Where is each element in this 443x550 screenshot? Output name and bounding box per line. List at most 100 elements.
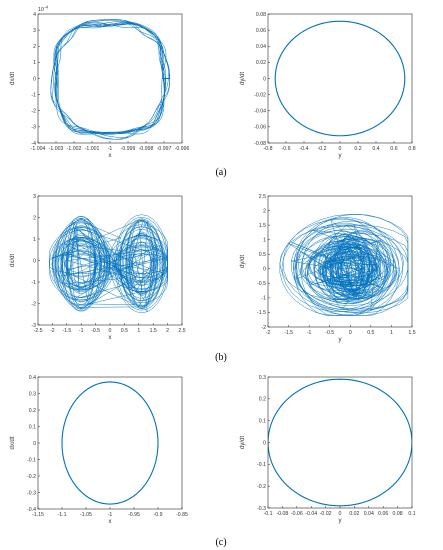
x-tick-label: 0.06 (378, 511, 388, 517)
x-axis-label: y (339, 153, 342, 159)
x-tick-label: -1.05 (80, 512, 92, 518)
x-tick-label: 1.5 (150, 328, 157, 334)
y-tick-label: -3 (31, 125, 36, 131)
y-tick-label: 0.1 (29, 424, 36, 430)
x-tick-label: 0 (109, 328, 112, 334)
x-tick-label: -0.08 (276, 511, 288, 517)
chart-panel-a-right: -0.8 -0.6 -0.4 -0.2 0 0.2 0.4 0.6 0.8 0.08 0.06 0.0… (240, 12, 416, 159)
y-tick-label: 3 (33, 28, 36, 34)
x-tick-label: 1 (137, 328, 140, 334)
chart-panel-b-left: -2.5 -2 -1.5 -1 -0.5 0 0.5 1 1.5 2 2.5 3 2 1 0 -1 -2 -3 x d… (10, 194, 186, 341)
x-tick-label: -1.003 (49, 146, 64, 152)
x-tick-label: -2 (266, 330, 271, 336)
x-tick-label: -0.5 (91, 328, 100, 334)
panel-label-a: (a) (215, 167, 226, 178)
y-tick-label: -1.5 (257, 310, 266, 316)
x-tick-label: -0.02 (320, 511, 332, 517)
x-tick-label: 0.8 (408, 146, 415, 152)
y-tick-label: 0.3 (259, 375, 266, 381)
chart-panel-c-right: -0.1 -0.08 -0.06 -0.04 -0.02 0 0.02 0.04 0.06 0.0… (240, 375, 416, 524)
y-tick-label: -0.2 (27, 474, 36, 480)
x-tick-label: 0 (339, 511, 342, 517)
y-tick-label: -1 (31, 280, 36, 286)
y-tick-label: 0.06 (256, 28, 266, 34)
y-tick-label: 2.5 (259, 194, 266, 200)
x-tick-label: -1.002 (67, 146, 82, 152)
y-tick-label: -0.4 (27, 507, 36, 513)
y-exponent-power: -4 (44, 5, 48, 10)
x-tick-label: -0.1 (264, 511, 273, 517)
y-tick-label: 0.02 (256, 60, 266, 66)
x-tick-label: -0.9 (154, 512, 163, 518)
x-tick-label: -0.5 (325, 330, 334, 336)
x-tick-label: -1.5 (62, 328, 71, 334)
x-tick-label: 0.1 (408, 511, 415, 517)
x-tick-label: -0.996 (175, 146, 190, 152)
x-tick-label: 0.08 (393, 511, 403, 517)
y-axis-label: dy/dt (240, 436, 246, 449)
y-tick-label: -2 (261, 325, 266, 331)
axes-box (37, 13, 183, 144)
x-tick-label: -0.85 (176, 512, 188, 518)
y-tick-label: -0.1 (257, 462, 266, 468)
x-tick-label: 0.5 (367, 330, 374, 336)
y-tick-label: -0.1 (27, 457, 36, 463)
axes-box (267, 195, 413, 328)
x-tick-label: 2 (166, 328, 169, 334)
y-tick-label: -2 (31, 109, 36, 115)
y-tick-label: -1 (31, 92, 36, 98)
y-axis-label: dy/dt (240, 72, 246, 85)
x-tick-label: -0.6 (282, 146, 291, 152)
plot-panels: -1.004 -1.003 -1.002 -1.001 -1 -0.999 -0.998 -0… (10, 5, 416, 526)
trajectory-curve (279, 214, 409, 316)
y-tick-label: -0.5 (257, 281, 266, 287)
x-tick-label: -1.1 (58, 512, 67, 518)
chart-panel-c-left: -1.15 -1.1 -1.05 -1 -0.95 -0.9 -0.85 0.4 0.3 0.2 0… (10, 375, 188, 525)
y-axis-label: dx/dt (10, 72, 16, 85)
x-tick-label: -1.5 (284, 330, 293, 336)
x-tick-label: -2.5 (34, 328, 43, 334)
x-tick-label: 1 (390, 330, 393, 336)
trajectory-curve (268, 378, 412, 507)
y-tick-label: 2 (33, 44, 36, 50)
y-tick-label: 0 (33, 258, 36, 264)
x-tick-label: -0.95 (128, 512, 140, 518)
y-tick-label: 0 (263, 440, 266, 446)
axes-box (37, 376, 183, 510)
x-axis-label: x (109, 153, 112, 159)
panel-label-c: (c) (215, 537, 226, 548)
x-tick-label: -1 (307, 330, 312, 336)
y-tick-label: -0.08 (254, 141, 266, 147)
chart-panel-b-right: -2 -1.5 -1 -0.5 0 0.5 1 1.5 2.5 2 1.5 1 0.5 0 -0.5 -1 -1… (240, 194, 416, 343)
x-tick-label: 1.5 (408, 330, 415, 336)
y-tick-label: 2 (263, 208, 266, 214)
y-tick-label: 0 (263, 76, 266, 82)
y-tick-label: 2 (33, 215, 36, 221)
y-tick-label: 1 (33, 60, 36, 66)
x-tick-label: 0.02 (349, 511, 359, 517)
y-tick-label: 0.2 (29, 408, 36, 414)
axes-box (267, 13, 413, 144)
chart-panel-a-left: -1.004 -1.003 -1.002 -1.001 -1 -0.999 -0.998 -0… (10, 5, 189, 160)
x-tick-label: -0.8 (264, 146, 273, 152)
x-tick-label: -1 (108, 512, 113, 518)
y-tick-label: -0.3 (257, 506, 266, 512)
x-tick-label: 0 (349, 330, 352, 336)
y-tick-label: 1.5 (259, 223, 266, 229)
x-axis-label: y (339, 518, 342, 524)
y-tick-label: 0 (33, 76, 36, 82)
x-tick-label: -0.06 (291, 511, 303, 517)
trajectory-curve (274, 20, 406, 137)
y-tick-label: 0.3 (29, 391, 36, 397)
x-tick-label: -1.004 (31, 146, 46, 152)
y-tick-label: -3 (31, 323, 36, 329)
x-tick-label: 0.2 (354, 146, 361, 152)
panel-label-b: (b) (215, 352, 227, 363)
y-tick-label: 0.2 (259, 397, 266, 403)
y-tick-label: -0.06 (254, 125, 266, 131)
y-tick-label: 4 (33, 12, 36, 18)
y-tick-label: 0.4 (29, 375, 36, 381)
y-tick-label: 1 (33, 237, 36, 243)
y-tick-label: 0.08 (256, 12, 266, 18)
